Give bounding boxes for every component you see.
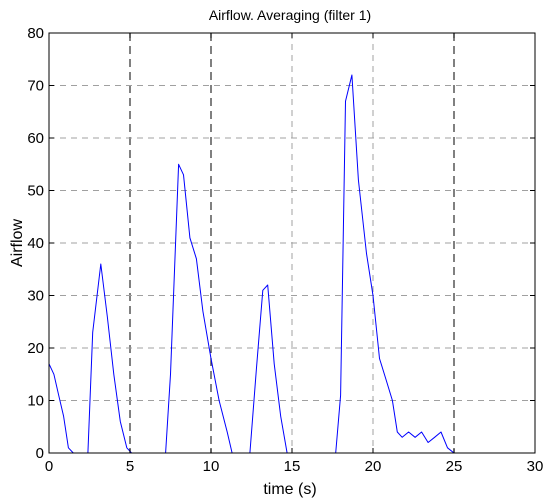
x-tick-label: 0 (45, 458, 53, 475)
grid (49, 33, 535, 453)
chart-title: Airflow. Averaging (filter 1) (209, 7, 371, 23)
y-tick-label: 20 (27, 340, 44, 357)
x-tick-label: 20 (365, 458, 382, 475)
x-tick-label: 25 (446, 458, 463, 475)
axis-ticks: 0 5 10 15 20 25 30 0 10 20 30 40 50 60 70 80 (27, 25, 543, 475)
x-tick-label: 30 (527, 458, 544, 475)
x-axis-label: time (s) (263, 481, 316, 498)
x-tick-label: 5 (126, 458, 134, 475)
series-line (48, 74, 459, 454)
y-tick-label: 50 (27, 183, 44, 200)
y-tick-label: 30 (27, 288, 44, 305)
plot-lines (48, 74, 459, 454)
y-tick-label: 0 (36, 445, 44, 462)
y-tick-label: 60 (27, 130, 44, 147)
x-tick-label: 15 (284, 458, 301, 475)
y-tick-label: 80 (27, 25, 44, 42)
y-axis-label: Airflow (9, 219, 26, 267)
x-tick-label: 10 (203, 458, 220, 475)
y-tick-label: 70 (27, 78, 44, 95)
y-tick-label: 40 (27, 235, 44, 252)
y-tick-label: 10 (27, 393, 44, 410)
